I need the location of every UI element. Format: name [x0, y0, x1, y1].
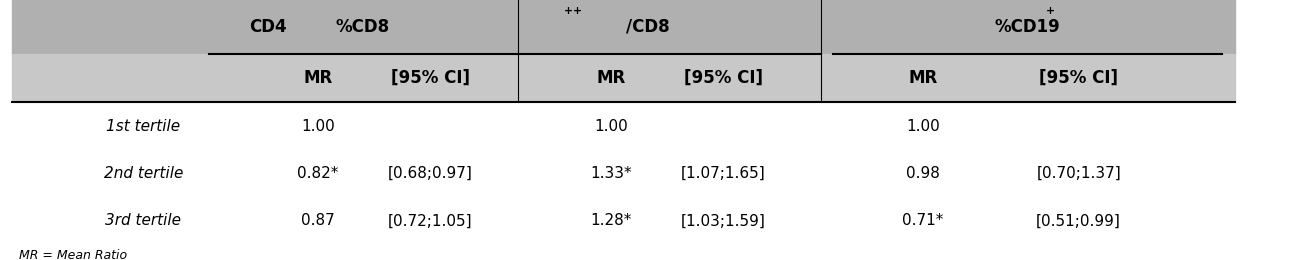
- Text: 1st tertile: 1st tertile: [106, 119, 181, 133]
- Text: +: +: [573, 6, 582, 16]
- Text: +: +: [1045, 6, 1054, 16]
- Text: [0.51;0.99]: [0.51;0.99]: [1036, 213, 1121, 229]
- Text: %CD8: %CD8: [335, 18, 390, 36]
- Text: MR = Mean Ratio: MR = Mean Ratio: [19, 249, 126, 260]
- Bar: [13, 0, 1235, 54]
- Text: +: +: [564, 6, 573, 16]
- Text: 2nd tertile: 2nd tertile: [103, 166, 183, 181]
- Text: 0.71*: 0.71*: [902, 213, 943, 229]
- Text: MR: MR: [596, 69, 626, 87]
- Text: [1.07;1.65]: [1.07;1.65]: [681, 166, 766, 181]
- Text: [0.70;1.37]: [0.70;1.37]: [1036, 166, 1121, 181]
- Bar: [13, 102, 1235, 150]
- Text: [95% CI]: [95% CI]: [684, 69, 762, 87]
- Text: MR: MR: [908, 69, 938, 87]
- Text: [1.03;1.59]: [1.03;1.59]: [681, 213, 766, 229]
- Bar: [13, 54, 1235, 102]
- Text: 0.87: 0.87: [301, 213, 335, 229]
- Text: 3rd tertile: 3rd tertile: [106, 213, 182, 229]
- Text: %CD19: %CD19: [995, 18, 1060, 36]
- Text: 0.82*: 0.82*: [297, 166, 339, 181]
- Text: 1.00: 1.00: [906, 119, 939, 133]
- Text: 1.33*: 1.33*: [591, 166, 632, 181]
- Text: 1.00: 1.00: [595, 119, 628, 133]
- Text: MR: MR: [303, 69, 333, 87]
- Text: 1.28*: 1.28*: [591, 213, 632, 229]
- Text: [95% CI]: [95% CI]: [1040, 69, 1118, 87]
- Text: [0.72;1.05]: [0.72;1.05]: [388, 213, 472, 229]
- Text: 0.98: 0.98: [906, 166, 939, 181]
- Text: 1.00: 1.00: [301, 119, 335, 133]
- Bar: [13, 197, 1235, 245]
- Text: CD4: CD4: [249, 18, 288, 36]
- Text: /CD8: /CD8: [627, 18, 670, 36]
- Text: [0.68;0.97]: [0.68;0.97]: [388, 166, 472, 181]
- Text: [95% CI]: [95% CI]: [391, 69, 470, 87]
- Bar: [13, 150, 1235, 197]
